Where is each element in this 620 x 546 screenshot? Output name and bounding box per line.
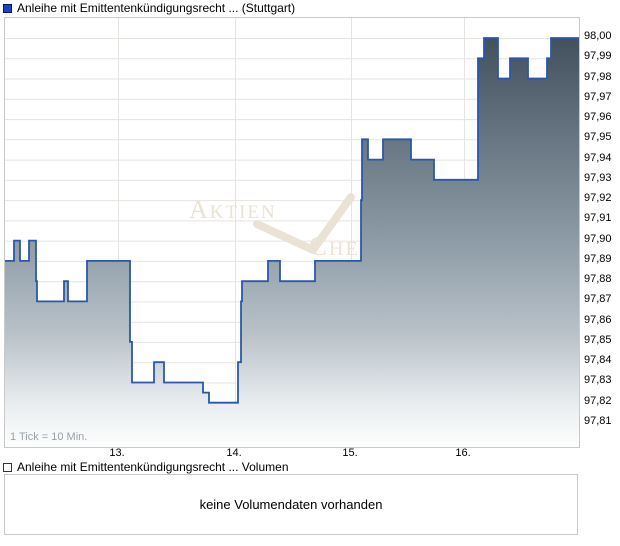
- price-legend-label: Anleihe mit Emittentenkündigungsrecht ..…: [17, 1, 296, 15]
- y-axis-tick-label: 97,90: [584, 232, 612, 245]
- price-series-swatch-icon: [3, 4, 12, 13]
- price-chart-canvas: AKTIEN CHE: [5, 18, 579, 447]
- y-axis-tick-label: 98,00: [584, 30, 612, 42]
- price-chart-plot: AKTIEN CHE 1 Tick = 10 Min.: [4, 17, 580, 448]
- y-axis-tick-label: 97,89: [584, 252, 612, 265]
- x-axis-tick-label: 13.: [109, 447, 125, 459]
- price-area-fill: [5, 38, 579, 447]
- y-axis-tick-label: 97,86: [584, 313, 612, 326]
- watermark-word-1: AKTIEN: [189, 195, 277, 224]
- y-axis-tick-label: 97,99: [584, 50, 612, 63]
- aktiencheck-watermark: AKTIEN CHE: [189, 193, 360, 261]
- y-axis-tick-label: 97,97: [584, 90, 612, 103]
- y-axis-tick-label: 97,92: [584, 192, 612, 205]
- y-axis-tick-label: 97,93: [584, 171, 612, 184]
- volume-legend: Anleihe mit Emittentenkündigungsrecht ..…: [3, 461, 289, 474]
- volume-legend-label: Anleihe mit Emittentenkündigungsrecht ..…: [17, 460, 289, 474]
- y-axis-tick-label: 97,85: [584, 333, 612, 346]
- y-axis-tick-label: 97,83: [584, 374, 612, 387]
- price-line: [5, 37, 579, 404]
- y-axis-tick-label: 97,91: [584, 212, 612, 225]
- x-axis-tick-label: 16.: [455, 447, 471, 459]
- watermark-word-2: CHE: [309, 231, 360, 261]
- check-swoosh-icon: [253, 193, 355, 254]
- y-axis-tick-label: 97,87: [584, 293, 612, 306]
- y-axis-tick-label: 97,98: [584, 70, 612, 83]
- price-legend: Anleihe mit Emittentenkündigungsrecht ..…: [3, 2, 295, 15]
- y-axis-tick-label: 97,82: [584, 394, 612, 407]
- y-axis-tick-label: 97,84: [584, 354, 612, 367]
- y-axis-tick-label: 97,94: [584, 151, 612, 164]
- tick-interval-note: 1 Tick = 10 Min.: [10, 431, 88, 443]
- x-axis-tick-label: 14.: [226, 447, 242, 459]
- y-axis-tick-label: 97,81: [584, 415, 612, 427]
- volume-series-swatch-icon: [3, 463, 12, 472]
- y-axis-tick-label: 97,96: [584, 111, 612, 124]
- volume-panel: keine Volumendaten vorhanden: [4, 474, 578, 535]
- no-volume-message: keine Volumendaten vorhanden: [199, 497, 383, 512]
- x-axis-tick-label: 15.: [342, 447, 358, 459]
- y-axis-tick-label: 97,88: [584, 273, 612, 286]
- y-axis-tick-label: 97,95: [584, 131, 612, 144]
